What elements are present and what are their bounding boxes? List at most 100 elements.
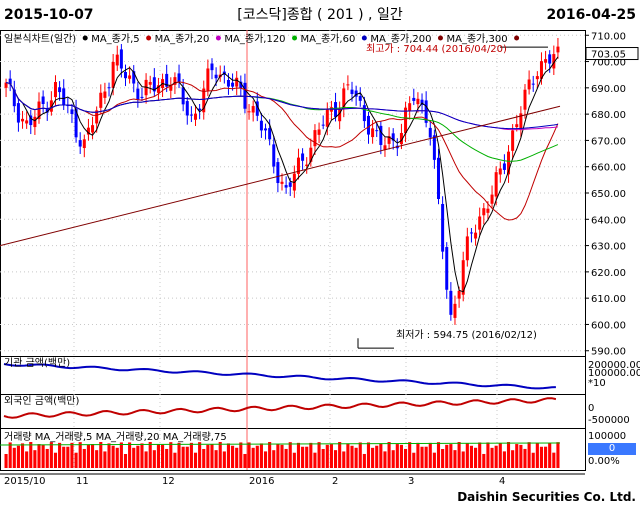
volume-bar xyxy=(247,442,251,468)
candle-body xyxy=(507,151,511,175)
volume-bar xyxy=(218,442,222,468)
legend-marker xyxy=(361,35,367,41)
volume-bar xyxy=(453,450,457,468)
last-value-box xyxy=(585,47,639,61)
candle-body xyxy=(342,88,346,109)
volume-bar xyxy=(375,445,379,468)
candle-body xyxy=(21,118,25,122)
candle-body xyxy=(527,79,531,90)
candle-body xyxy=(354,90,358,97)
volume-bar xyxy=(45,448,49,468)
volume-bar xyxy=(502,451,506,468)
volume-bar xyxy=(432,452,436,468)
volume-bar xyxy=(202,448,206,468)
volume-bar xyxy=(193,452,198,468)
volume-bar xyxy=(371,447,375,468)
x-tick-label: 11 xyxy=(76,476,89,487)
volume-bar xyxy=(198,442,202,468)
volume-bar xyxy=(140,443,144,468)
legend-marker xyxy=(292,35,298,41)
volume-bar xyxy=(181,446,185,468)
candle-body xyxy=(437,157,441,200)
volume-bar xyxy=(78,442,82,468)
volume-bar xyxy=(169,442,173,468)
candle-body xyxy=(288,182,292,187)
candle-body xyxy=(53,82,57,98)
candle-body xyxy=(519,113,523,130)
candle-body xyxy=(375,130,379,132)
candle-body xyxy=(194,113,198,120)
volume-bar xyxy=(111,445,115,468)
volume-bar xyxy=(259,443,263,468)
candle-body xyxy=(45,108,49,113)
price-tick-label: 590.00 xyxy=(591,347,626,358)
volume-bar xyxy=(25,451,29,468)
legend-label: MA_종가,5 xyxy=(91,33,139,45)
volume-tick-pct: 0.00% xyxy=(588,456,620,467)
volume-bar xyxy=(119,442,123,468)
volume-bar xyxy=(49,442,53,468)
volume-bar xyxy=(552,452,556,468)
candle-body xyxy=(251,106,255,113)
volume-bar xyxy=(461,451,465,468)
volume-bar xyxy=(37,444,41,468)
candle-body xyxy=(62,88,66,106)
candle-body xyxy=(276,162,280,184)
candle-body xyxy=(264,128,268,131)
volume-bar xyxy=(161,444,165,468)
volume-bar xyxy=(156,444,161,468)
volume-bar xyxy=(239,442,243,468)
volume-bar xyxy=(66,446,70,468)
candle-body xyxy=(383,145,387,150)
volume-label: 거래량 MA_거래량,5 MA_거래량,20 MA_거래량,75 xyxy=(4,432,227,443)
candle-body xyxy=(366,115,370,135)
candle-body xyxy=(91,125,95,133)
candle-body xyxy=(535,76,539,80)
candle-body xyxy=(226,79,230,87)
volume-bar xyxy=(243,453,247,468)
volume-tick-zero: 0 xyxy=(588,443,636,455)
volume-bar xyxy=(231,445,235,468)
ma-5-line xyxy=(6,56,559,293)
candle-body xyxy=(325,109,329,127)
candle-body xyxy=(123,72,127,79)
x-tick-label: 2 xyxy=(332,476,338,487)
candle-body xyxy=(461,260,465,295)
volume-bar xyxy=(226,443,231,468)
volume-bar xyxy=(103,451,107,468)
candle-body xyxy=(420,99,424,105)
volume-bar xyxy=(128,442,132,468)
volume-bar xyxy=(53,452,58,468)
candle-body xyxy=(82,139,86,149)
volume-bar xyxy=(412,452,416,468)
volume-bar xyxy=(403,448,408,468)
volume-bar xyxy=(523,448,527,468)
volume-bar xyxy=(391,450,395,468)
volume-bar xyxy=(321,448,325,468)
volume-bar xyxy=(379,443,383,468)
candle-body xyxy=(189,114,193,116)
candle-body xyxy=(346,84,350,86)
volume-bar xyxy=(366,442,371,468)
candle-body xyxy=(74,108,78,138)
volume-bar xyxy=(70,442,74,468)
candle-body xyxy=(202,88,206,113)
candle-body xyxy=(502,163,506,170)
candle-body xyxy=(350,89,354,95)
volume-bar xyxy=(29,442,33,468)
volume-bar xyxy=(309,442,313,468)
legend-marker xyxy=(215,35,221,41)
volume-bar xyxy=(12,447,16,468)
volume-bar xyxy=(338,442,342,468)
institution-line xyxy=(3,363,556,390)
x-tick-label: 2015/10 xyxy=(4,476,46,487)
volume-bar xyxy=(144,451,148,468)
volume-bar xyxy=(152,450,156,468)
low-annotation: 최저가 : 594.75 (2016/02/12) xyxy=(396,330,537,341)
candle-body xyxy=(457,290,461,299)
candle-body xyxy=(58,87,62,93)
volume-bar xyxy=(148,442,152,468)
legend-label: 일본식차트(일간) xyxy=(4,33,76,45)
volume-bar xyxy=(408,442,412,468)
